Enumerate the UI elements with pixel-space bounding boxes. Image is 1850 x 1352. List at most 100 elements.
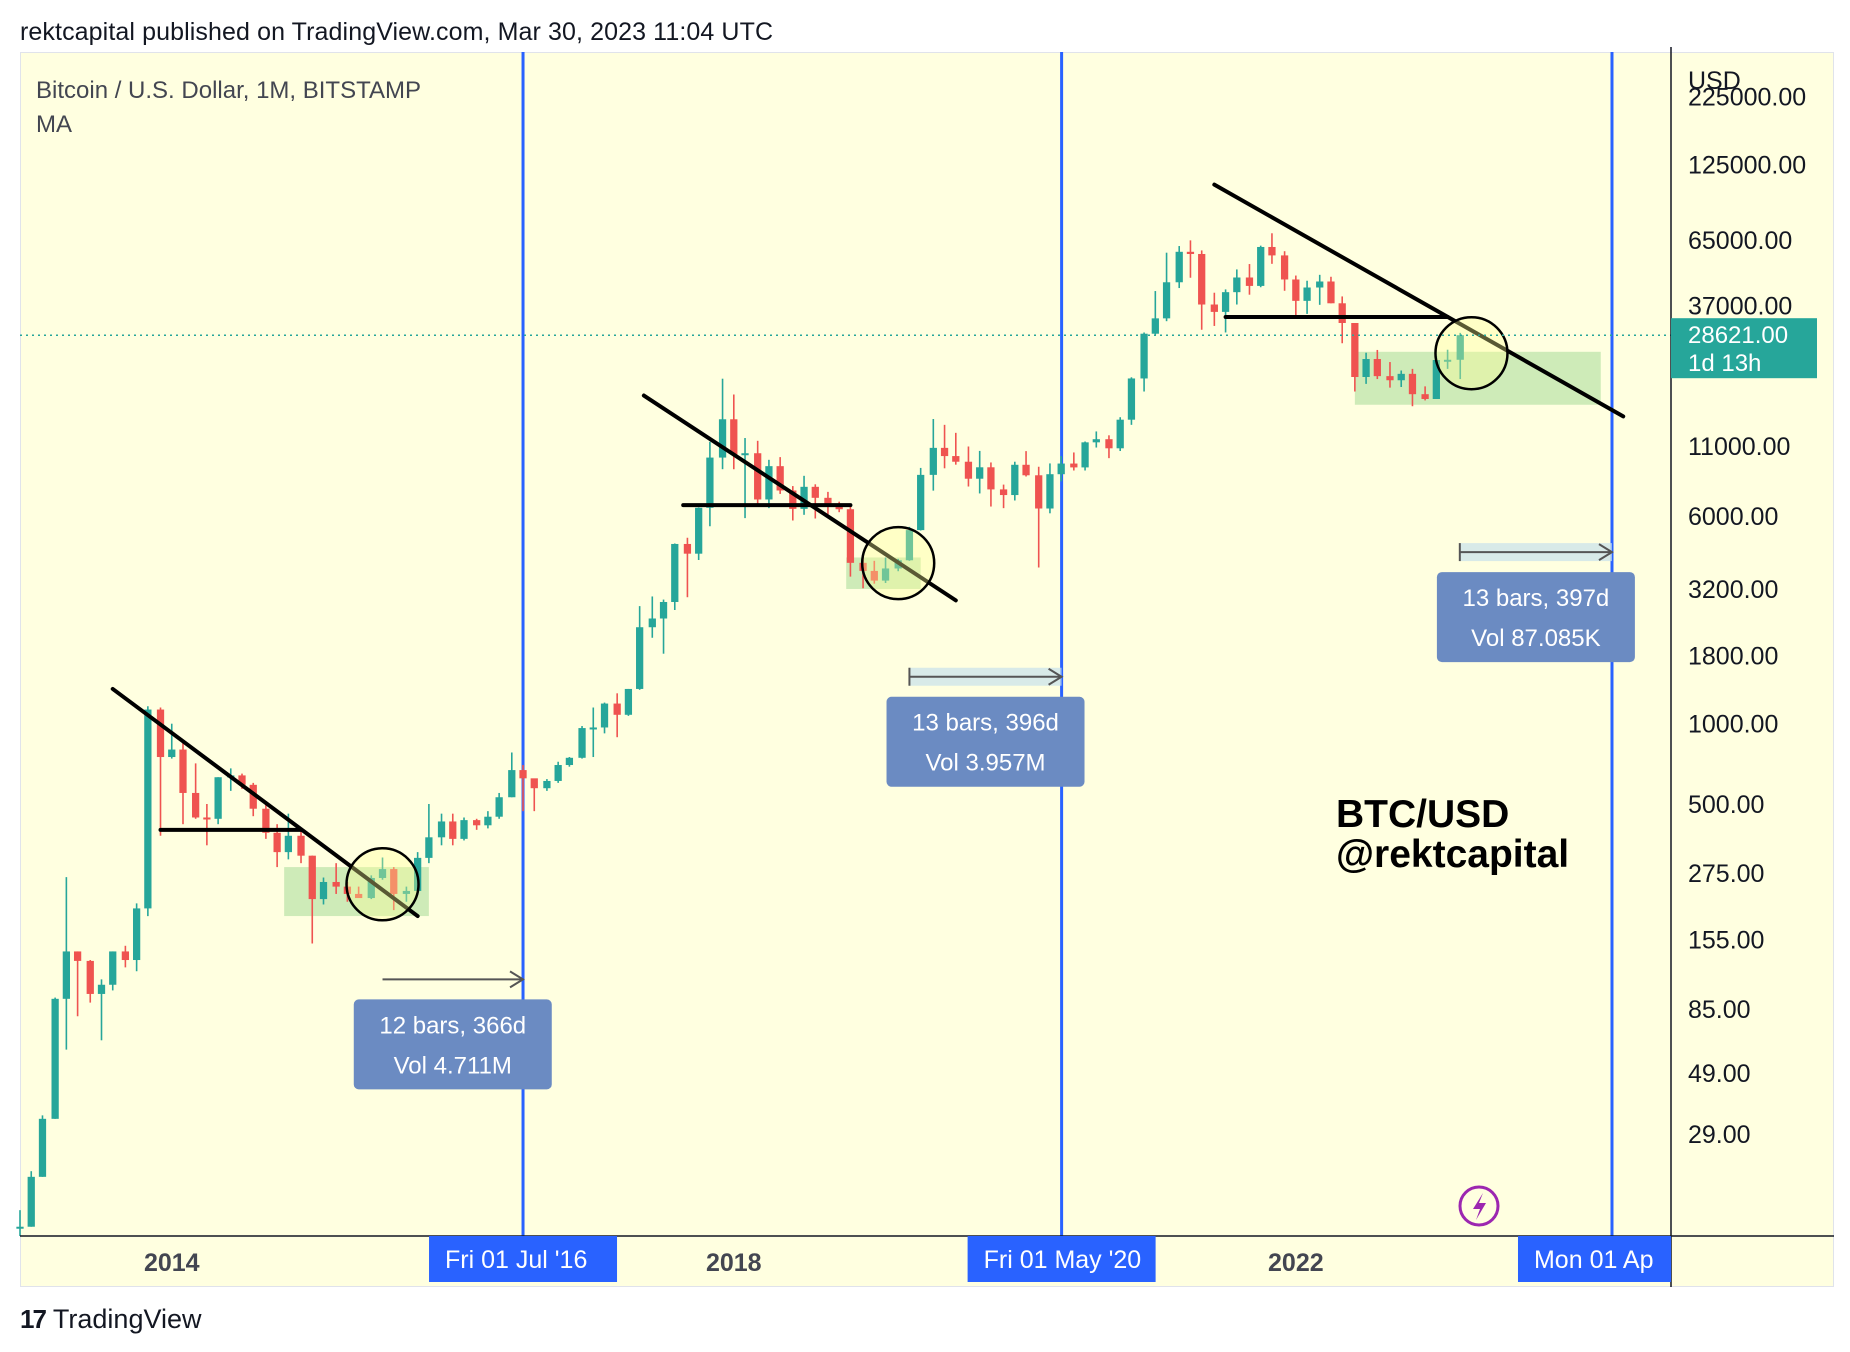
candle[interactable] xyxy=(846,505,855,577)
candle[interactable] xyxy=(1070,452,1078,471)
candle[interactable] xyxy=(530,778,538,812)
breakout-circle[interactable] xyxy=(345,847,420,922)
candle[interactable] xyxy=(1011,461,1019,501)
candle[interactable] xyxy=(976,450,984,494)
candle[interactable] xyxy=(484,811,492,829)
candle[interactable] xyxy=(1221,289,1230,333)
candle[interactable] xyxy=(1316,274,1324,305)
candle[interactable] xyxy=(308,855,316,944)
candle[interactable] xyxy=(999,484,1008,509)
candle[interactable] xyxy=(297,829,305,864)
candle[interactable] xyxy=(168,723,176,759)
candle[interactable] xyxy=(1210,292,1218,326)
candle[interactable] xyxy=(1046,463,1054,514)
candle[interactable] xyxy=(1151,291,1159,335)
date-label[interactable]: Fri 01 Jul '16 xyxy=(429,1236,618,1282)
candle[interactable] xyxy=(543,779,551,791)
breakout-circle[interactable] xyxy=(860,525,936,601)
candle[interactable] xyxy=(16,1210,24,1236)
candle[interactable] xyxy=(508,752,516,798)
candle[interactable] xyxy=(1280,251,1289,291)
candle[interactable] xyxy=(1327,276,1335,304)
candle[interactable] xyxy=(1373,349,1381,380)
date-label[interactable]: Fri 01 May '20 xyxy=(967,1236,1156,1282)
candle[interactable] xyxy=(73,951,82,1017)
candle[interactable] xyxy=(495,792,503,819)
candle[interactable] xyxy=(881,557,890,583)
candle[interactable] xyxy=(952,432,960,465)
candle[interactable] xyxy=(929,419,937,491)
candle[interactable] xyxy=(51,997,59,1119)
candle[interactable] xyxy=(27,1171,35,1227)
candle[interactable] xyxy=(1338,296,1346,344)
candle[interactable] xyxy=(86,960,94,1003)
candle[interactable] xyxy=(987,462,995,507)
candle[interactable] xyxy=(589,707,597,758)
candle[interactable] xyxy=(203,803,211,846)
candle[interactable] xyxy=(554,761,562,783)
candle[interactable] xyxy=(1140,332,1148,392)
trendline[interactable] xyxy=(641,393,958,603)
candle[interactable] xyxy=(940,424,949,469)
date-label[interactable]: Mon 01 Ap xyxy=(1517,1236,1671,1282)
candle[interactable] xyxy=(1386,362,1394,388)
candle[interactable] xyxy=(1057,456,1065,482)
measurement-tool[interactable]: 12 bars, 366d Vol 4.711M xyxy=(353,970,552,1090)
candle[interactable] xyxy=(905,526,914,561)
candle[interactable] xyxy=(1362,352,1370,384)
candle[interactable] xyxy=(636,606,644,690)
candle[interactable] xyxy=(249,782,257,817)
candle[interactable] xyxy=(132,903,141,972)
candle[interactable] xyxy=(1092,431,1100,448)
candle[interactable] xyxy=(192,763,200,819)
candle[interactable] xyxy=(179,741,187,825)
candle[interactable] xyxy=(870,560,878,584)
candle[interactable] xyxy=(671,543,679,610)
candle[interactable] xyxy=(776,457,784,494)
candle[interactable] xyxy=(1175,246,1183,289)
candle[interactable] xyxy=(473,818,481,830)
candle[interactable] xyxy=(754,440,762,507)
candle[interactable] xyxy=(319,877,328,905)
candle[interactable] xyxy=(1162,252,1171,322)
candle[interactable] xyxy=(800,475,808,515)
candle[interactable] xyxy=(1351,322,1359,392)
measurement-tool[interactable]: 13 bars, 397d Vol 87.085K xyxy=(1436,543,1635,663)
candle[interactable] xyxy=(1186,240,1195,278)
candle[interactable] xyxy=(1443,349,1452,369)
candle[interactable] xyxy=(1268,233,1276,264)
candle[interactable] xyxy=(1397,370,1405,388)
candle[interactable] xyxy=(402,886,411,902)
candle[interactable] xyxy=(262,803,270,839)
candle[interactable] xyxy=(1408,368,1417,407)
candle[interactable] xyxy=(156,707,165,836)
candle[interactable] xyxy=(917,467,925,531)
measurement-tool[interactable]: 13 bars, 396d Vol 3.957M xyxy=(886,667,1085,787)
candle[interactable] xyxy=(519,765,527,812)
candle[interactable] xyxy=(378,857,387,880)
candle[interactable] xyxy=(214,777,222,825)
candle[interactable] xyxy=(38,1115,47,1177)
candle[interactable] xyxy=(437,813,446,846)
candle[interactable] xyxy=(964,446,973,487)
candle[interactable] xyxy=(613,693,621,738)
candle[interactable] xyxy=(718,378,727,470)
price-chart[interactable]: 12 bars, 366d Vol 4.711M 13 bars, 396d Vol … xyxy=(0,0,1850,1300)
candle[interactable] xyxy=(1456,332,1464,380)
candle[interactable] xyxy=(1233,269,1241,305)
breakout-circle[interactable] xyxy=(1434,315,1509,391)
candle[interactable] xyxy=(648,596,656,638)
candle[interactable] xyxy=(1198,250,1206,330)
candle[interactable] xyxy=(659,599,668,654)
candle[interactable] xyxy=(460,817,468,841)
candle[interactable] xyxy=(1421,386,1429,401)
candle[interactable] xyxy=(332,863,340,894)
candle[interactable] xyxy=(683,537,692,598)
candle[interactable] xyxy=(565,757,574,767)
candle[interactable] xyxy=(695,507,703,560)
candle[interactable] xyxy=(1245,264,1254,295)
candle[interactable] xyxy=(578,726,586,759)
candle[interactable] xyxy=(425,803,433,864)
candle[interactable] xyxy=(449,813,457,846)
